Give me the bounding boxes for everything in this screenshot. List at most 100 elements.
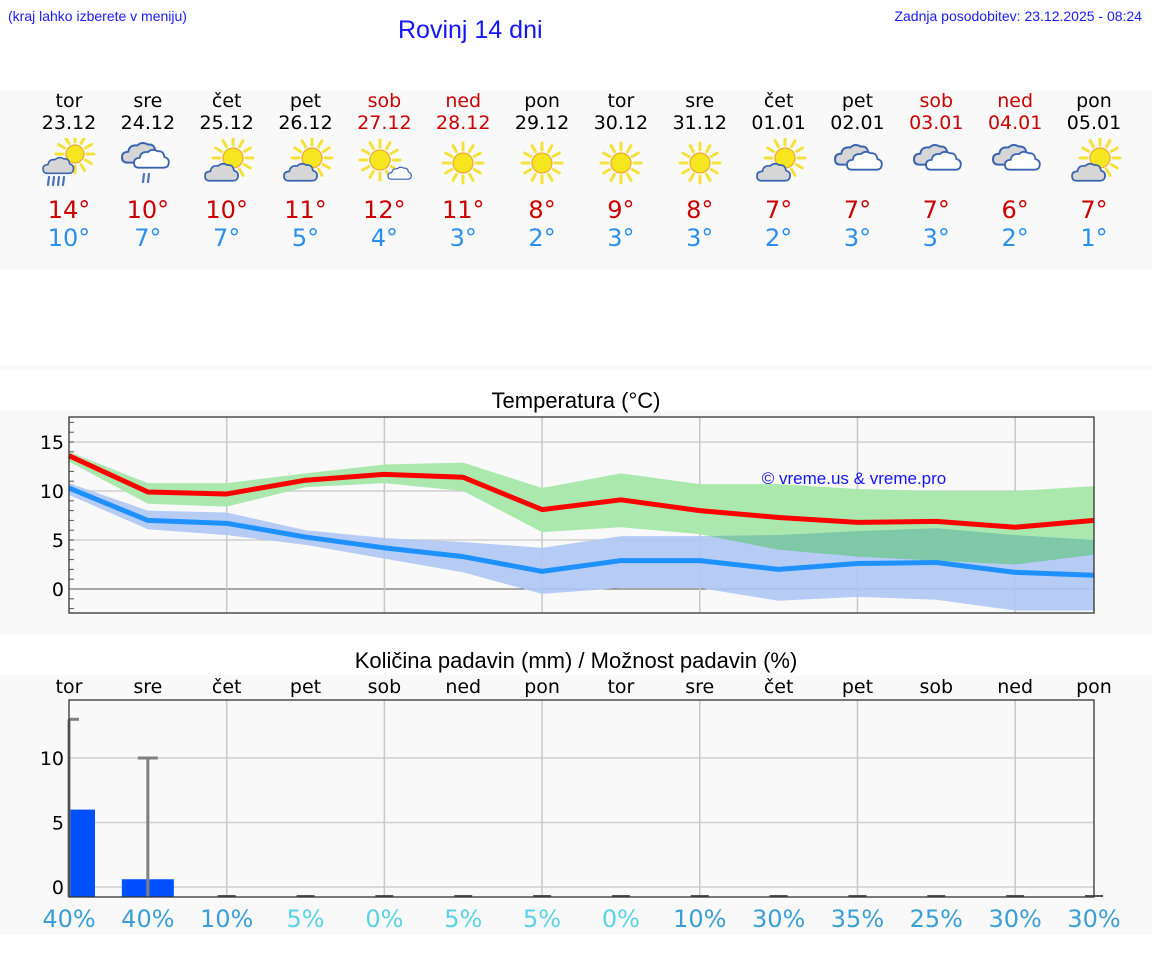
forecast-day: ned 04.01 6° 2° (975, 88, 1055, 252)
day-date: 26.12 (278, 112, 333, 134)
svg-text:5: 5 (52, 813, 64, 835)
forecast-day: sre 24.12 10° 7° (108, 88, 188, 252)
day-date: 27.12 (357, 112, 412, 134)
forecast-day: pon 29.12 8° 2° (502, 88, 582, 252)
day-name: tor (55, 90, 83, 112)
sunny-icon (660, 138, 740, 188)
svg-text:10: 10 (40, 481, 64, 503)
svg-text:5%: 5% (444, 905, 482, 933)
svg-text:15: 15 (40, 432, 64, 454)
partly-sunny-icon (187, 138, 267, 188)
day-date: 24.12 (120, 112, 176, 134)
svg-text:5%: 5% (286, 905, 324, 933)
forecast-day: pet 26.12 11° 5° (266, 88, 346, 252)
svg-text:pet: pet (842, 676, 873, 698)
day-date: 23.12 (41, 112, 97, 134)
temp-max: 7° (764, 196, 793, 224)
temp-min: 3° (922, 224, 950, 252)
temp-max: 12° (363, 196, 406, 224)
forecast-day: čet 01.01 7° 2° (739, 88, 819, 252)
svg-text:tor: tor (56, 676, 83, 698)
day-name: pet (841, 90, 874, 112)
svg-text:30%: 30% (1067, 905, 1120, 933)
temp-min: 7° (213, 224, 241, 252)
svg-text:10: 10 (40, 748, 64, 770)
svg-text:ned: ned (997, 676, 1033, 698)
forecast-day: čet 25.12 10° 7° (187, 88, 267, 252)
forecast-day: ned 28.12 11° 3° (423, 88, 503, 252)
day-date: 03.01 (909, 112, 964, 134)
temp-max: 9° (607, 196, 635, 224)
sunny-icon (423, 138, 503, 188)
temp-max: 8° (528, 196, 556, 224)
svg-text:35%: 35% (831, 905, 884, 933)
temp-max: 11° (284, 196, 327, 224)
temp-max: 10° (126, 196, 170, 224)
day-date: 29.12 (514, 112, 570, 134)
temp-min: 7° (134, 224, 162, 252)
day-date: 04.01 (987, 112, 1043, 134)
temp-max: 7° (843, 196, 872, 224)
temp-max: 8° (686, 196, 714, 224)
cloudy-icon (975, 138, 1055, 188)
day-date: 05.01 (1066, 112, 1122, 134)
temp-min: 2° (764, 224, 793, 252)
svg-text:tor: tor (607, 676, 634, 698)
cloudy-icon (896, 138, 976, 188)
cloudy-light-rain-icon (108, 138, 188, 188)
forecast-band (0, 90, 1152, 270)
partly-sunny-icon (1054, 138, 1134, 188)
day-date: 31.12 (672, 112, 727, 134)
temp-max: 7° (1080, 196, 1108, 224)
day-date: 01.01 (751, 112, 806, 134)
temp-min: 10° (47, 224, 91, 252)
partly-sunny-icon (266, 138, 346, 188)
day-date: 02.01 (830, 112, 885, 134)
day-name: tor (607, 90, 635, 112)
day-date: 28.12 (436, 112, 491, 134)
svg-text:0: 0 (52, 877, 64, 899)
day-name: pon (1076, 90, 1112, 112)
forecast-day: tor 30.12 9° 3° (581, 88, 661, 252)
svg-text:30%: 30% (988, 905, 1041, 933)
temp-min: 2° (528, 224, 556, 252)
forecast-day: sre 31.12 8° 3° (660, 88, 740, 252)
day-name: sob (367, 90, 402, 112)
day-date: 30.12 (593, 112, 649, 134)
temp-min: 5° (291, 224, 320, 252)
svg-text:0: 0 (52, 579, 64, 601)
partly-sunny-rain-icon (29, 138, 109, 188)
day-name: ned (445, 90, 482, 112)
svg-text:5: 5 (52, 530, 64, 552)
watermark: © vreme.us & vreme.pro (762, 469, 946, 488)
day-name: ned (997, 90, 1034, 112)
menu-hint: (kraj lahko izberete v meniju) (8, 8, 187, 24)
forecast-day: sob 03.01 7° 3° (896, 88, 976, 252)
svg-text:0%: 0% (365, 905, 403, 933)
temp-min: 3° (843, 224, 872, 252)
forecast-day: pet 02.01 7° 3° (817, 88, 897, 252)
temp-max: 10° (205, 196, 248, 224)
temperature-chart-title: Temperatura (°C) (491, 388, 661, 413)
day-name: pon (524, 90, 560, 112)
partly-sunny-icon (739, 138, 819, 188)
svg-text:25%: 25% (910, 905, 963, 933)
svg-text:10%: 10% (200, 905, 253, 933)
temp-min: 2° (1001, 224, 1029, 252)
forecast-day: sob 27.12 12° 4° (344, 88, 424, 252)
day-name: čet (211, 90, 242, 112)
temp-max: 11° (441, 196, 485, 224)
sunny-icon (502, 138, 582, 188)
svg-text:sob: sob (920, 676, 954, 698)
day-name: sre (685, 90, 715, 112)
temp-max: 7° (922, 196, 950, 224)
page-title: Rovinj 14 dni (398, 16, 543, 44)
day-name: čet (763, 90, 794, 112)
svg-text:sre: sre (685, 676, 714, 698)
day-date: 25.12 (199, 112, 254, 134)
day-name: sob (919, 90, 954, 112)
svg-text:40%: 40% (121, 905, 174, 933)
forecast-day: tor 23.12 14° 10° (29, 88, 109, 252)
temp-min: 4° (370, 224, 399, 252)
